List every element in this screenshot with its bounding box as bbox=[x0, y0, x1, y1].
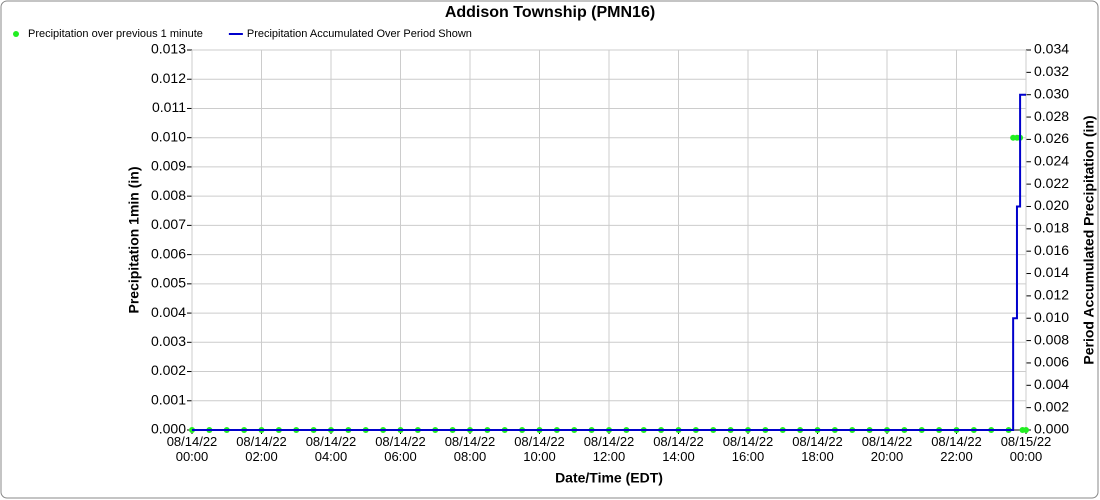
x-axis-title: Date/Time (EDT) bbox=[555, 470, 663, 486]
y-tick-label: 0.003 bbox=[151, 333, 186, 349]
y-tick-label: 0.013 bbox=[151, 41, 186, 57]
y2-tick-label: 0.012 bbox=[1034, 287, 1069, 303]
x-tick-label: 08/14/22 22:00 bbox=[931, 434, 982, 464]
x-tick-label: 08/14/22 02:00 bbox=[236, 434, 287, 464]
x-tick-label: 08/14/22 20:00 bbox=[861, 434, 913, 464]
legend-label: Precipitation over previous 1 minute bbox=[28, 28, 203, 40]
legend-marker bbox=[13, 31, 19, 37]
y-tick-label: 0.005 bbox=[151, 275, 186, 291]
x-tick-label: 08/14/22 00:00 bbox=[166, 434, 218, 464]
y2-tick-label: 0.032 bbox=[1034, 63, 1069, 79]
y2-tick-label: 0.026 bbox=[1034, 130, 1069, 146]
y2-tick-label: 0.024 bbox=[1034, 152, 1069, 168]
y2-tick-label: 0.008 bbox=[1034, 331, 1069, 347]
y-tick-label: 0.011 bbox=[152, 99, 186, 115]
y-tick-label: 0.002 bbox=[151, 362, 186, 378]
y-tick-label: 0.012 bbox=[151, 70, 186, 86]
y2-tick-label: 0.006 bbox=[1034, 354, 1069, 370]
y-tick-label: 0.001 bbox=[151, 391, 186, 407]
y2-tick-label: 0.016 bbox=[1034, 242, 1069, 258]
y2-tick-label: 0.002 bbox=[1034, 398, 1069, 414]
x-tick-label: 08/14/22 04:00 bbox=[305, 434, 357, 464]
y2-tick-label: 0.014 bbox=[1034, 264, 1069, 280]
y2-tick-label: 0.028 bbox=[1034, 108, 1069, 124]
x-tick-label: 08/14/22 12:00 bbox=[583, 434, 635, 464]
series-line bbox=[192, 93, 1026, 431]
x-tick-label: 08/14/22 16:00 bbox=[722, 434, 774, 464]
y-tick-label: 0.008 bbox=[151, 187, 186, 203]
y-tick-label: 0.004 bbox=[151, 304, 186, 320]
y-tick-label: 0.000 bbox=[151, 421, 186, 437]
y-tick-label: 0.009 bbox=[151, 158, 186, 174]
legend-label: Precipitation Accumulated Over Period Sh… bbox=[247, 28, 472, 40]
y-tick-label: 0.010 bbox=[151, 128, 186, 144]
y-tick-label: 0.006 bbox=[151, 245, 186, 261]
x-tick-label: 08/15/22 00:00 bbox=[1000, 434, 1052, 464]
y2-tick-label: 0.034 bbox=[1034, 41, 1069, 57]
y2-tick-label: 0.022 bbox=[1034, 175, 1069, 191]
y2-axis-title: Period Accumulated Precipitation (in) bbox=[1081, 115, 1097, 364]
point bbox=[1023, 427, 1029, 433]
x-tick-label: 08/14/22 08:00 bbox=[444, 434, 496, 464]
x-tick-label: 08/14/22 14:00 bbox=[653, 434, 704, 464]
x-tick-label: 08/14/22 18:00 bbox=[792, 434, 843, 464]
y2-tick-label: 0.000 bbox=[1034, 421, 1069, 437]
y2-tick-label: 0.018 bbox=[1034, 220, 1069, 236]
y2-tick-label: 0.004 bbox=[1034, 376, 1069, 392]
x-tick-label: 08/14/22 06:00 bbox=[375, 434, 426, 464]
y-tick-label: 0.007 bbox=[151, 216, 186, 232]
chart-title: Addison Township (PMN16) bbox=[445, 4, 655, 21]
y2-tick-label: 0.010 bbox=[1034, 309, 1069, 325]
y-axis-title: Precipitation 1min (in) bbox=[126, 166, 142, 313]
x-tick-label: 08/14/22 10:00 bbox=[514, 434, 565, 464]
y2-tick-label: 0.030 bbox=[1034, 85, 1069, 101]
y2-tick-label: 0.020 bbox=[1034, 197, 1069, 213]
